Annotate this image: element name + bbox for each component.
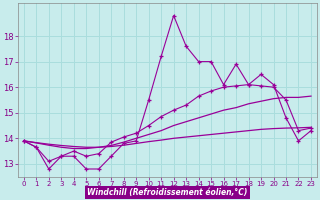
X-axis label: Windchill (Refroidissement éolien,°C): Windchill (Refroidissement éolien,°C) (87, 188, 248, 197)
